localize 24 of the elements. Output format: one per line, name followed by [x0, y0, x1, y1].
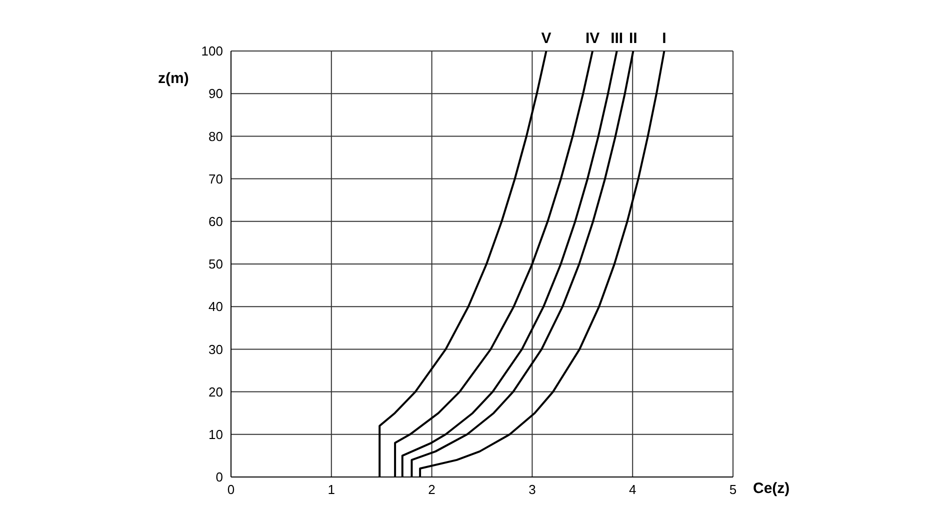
x-tick-label: 1 — [328, 482, 336, 498]
y-tick-label: 20 — [208, 384, 223, 400]
y-tick-label: 60 — [208, 214, 223, 230]
x-tick-label: 0 — [227, 482, 235, 498]
y-tick-label: 50 — [208, 256, 223, 272]
y-tick-label: 100 — [201, 44, 223, 59]
series-label: IV — [585, 30, 600, 47]
x-tick-label: 5 — [729, 482, 737, 498]
series-label: V — [541, 30, 552, 47]
y-tick-label: 30 — [208, 342, 223, 357]
y-tick-label: 0 — [216, 470, 223, 485]
series-label: I — [662, 30, 666, 47]
x-tick-label: 4 — [628, 482, 636, 498]
x-axis-title: Ce(z) — [753, 480, 790, 497]
y-tick-label: 90 — [208, 86, 223, 102]
x-tick-label: 3 — [528, 482, 536, 498]
series-label: III — [610, 30, 624, 47]
y-axis-title: z(m) — [158, 70, 189, 87]
series-label: II — [629, 30, 638, 47]
y-tick-label: 70 — [208, 171, 223, 186]
y-tick-label: 10 — [208, 427, 223, 442]
y-tick-label: 40 — [208, 299, 223, 314]
y-tick-label: 80 — [208, 128, 223, 144]
x-tick-label: 2 — [428, 482, 436, 498]
